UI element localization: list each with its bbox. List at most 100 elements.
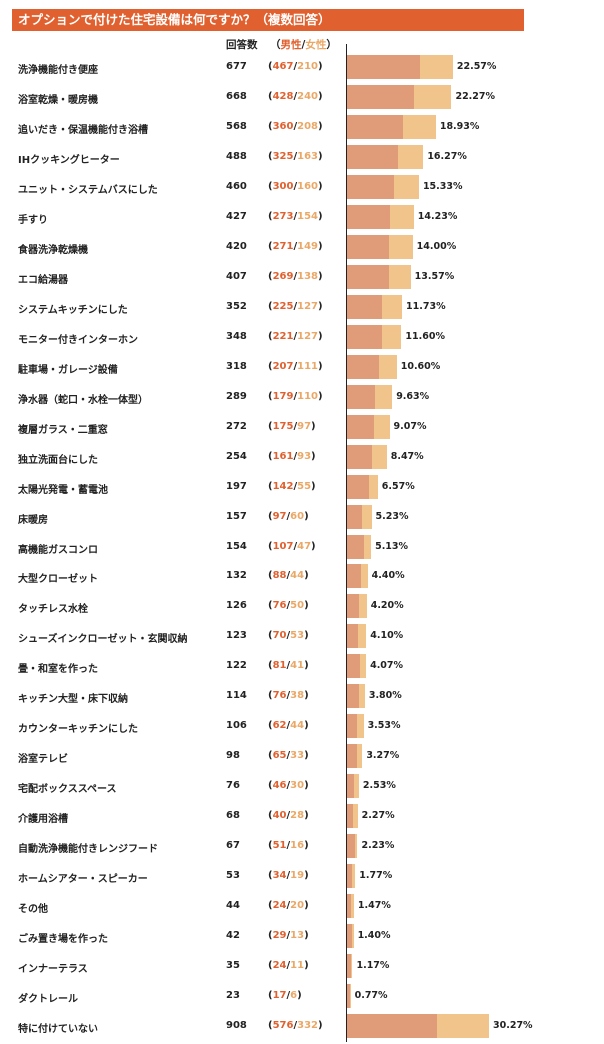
female-legend-label: 女性 xyxy=(305,39,327,51)
split-close-paren: ) xyxy=(304,570,309,582)
percentage-label: 5.13% xyxy=(375,540,409,552)
female-bar xyxy=(389,234,413,259)
gender-breakdown: (576/332) xyxy=(268,1020,323,1031)
split-open-paren: ( xyxy=(268,420,273,432)
total-count: 197 xyxy=(226,480,247,492)
total-count: 420 xyxy=(226,240,247,252)
split-open-paren: ( xyxy=(268,480,273,492)
split-open-paren: ( xyxy=(268,390,273,402)
split-close-paren: ) xyxy=(311,540,316,552)
category-label: 畳・和室を作った xyxy=(18,664,98,676)
split-slash: / xyxy=(286,870,291,882)
total-count: 114 xyxy=(226,690,247,702)
female-count: 13 xyxy=(290,930,305,942)
male-count: 107 xyxy=(272,540,294,552)
total-count: 677 xyxy=(226,61,247,72)
gender-breakdown: (24/11) xyxy=(268,960,309,971)
split-open-paren: ( xyxy=(268,120,273,132)
category-label: 特に付けていない xyxy=(18,1024,98,1036)
split-open-paren: ( xyxy=(268,210,273,222)
split-slash: / xyxy=(286,930,291,942)
split-open-paren: ( xyxy=(268,450,273,462)
male-count: 269 xyxy=(272,270,294,282)
category-label: 太陽光発電・蓄電池 xyxy=(18,484,108,496)
female-bar xyxy=(374,414,390,439)
split-open-paren: ( xyxy=(268,300,273,312)
female-count: 163 xyxy=(297,150,318,162)
male-bar xyxy=(347,804,354,829)
split-slash: / xyxy=(286,810,291,822)
split-slash: / xyxy=(293,360,298,372)
total-count: 908 xyxy=(226,1020,247,1032)
category-label: 介護用浴槽 xyxy=(18,814,68,826)
split-open-paren: ( xyxy=(268,750,273,762)
gender-breakdown: (51/16) xyxy=(268,840,309,851)
total-count: 76 xyxy=(226,780,240,792)
category-label: システムキッチンにした xyxy=(18,304,128,316)
male-count: 467 xyxy=(272,61,294,72)
female-count: 55 xyxy=(297,480,312,492)
male-bar xyxy=(347,324,382,349)
female-bar xyxy=(350,954,353,979)
total-count: 123 xyxy=(226,630,247,642)
split-slash: / xyxy=(286,840,291,852)
gender-breakdown: (88/44) xyxy=(268,570,309,581)
percentage-label: 1.40% xyxy=(357,930,391,942)
split-open-paren: ( xyxy=(268,900,273,912)
female-bar xyxy=(372,444,387,469)
percentage-label: 3.53% xyxy=(367,720,401,732)
split-open-paren: ( xyxy=(268,570,273,582)
split-open-paren: ( xyxy=(268,330,273,342)
split-open-paren: ( xyxy=(268,660,273,672)
split-slash: / xyxy=(293,150,298,162)
split-close-paren: ) xyxy=(304,960,309,972)
split-open-paren: ( xyxy=(268,870,273,882)
split-open-paren: ( xyxy=(268,600,273,612)
male-bar xyxy=(347,624,358,649)
male-count: 34 xyxy=(272,870,287,882)
split-close-paren: ) xyxy=(297,990,302,1002)
split-close-paren: ) xyxy=(317,120,323,132)
category-label: ユニット・システムバスにした xyxy=(18,184,158,196)
split-slash: / xyxy=(293,61,298,72)
percentage-label: 14.00% xyxy=(416,240,457,252)
category-label: 浄水器（蛇口・水栓一体型） xyxy=(18,394,148,406)
split-open-paren: ( xyxy=(268,360,273,372)
total-count: 106 xyxy=(226,720,247,732)
split-close-paren: ) xyxy=(317,210,323,222)
split-close-paren: ) xyxy=(317,180,323,192)
female-bar xyxy=(358,684,365,709)
percentage-label: 1.77% xyxy=(359,870,393,882)
split-slash: / xyxy=(286,750,291,762)
split-close-paren: ) xyxy=(304,780,309,792)
female-count: 50 xyxy=(290,600,305,612)
male-bar xyxy=(347,1014,438,1039)
male-legend-label: 男性 xyxy=(280,39,302,51)
male-count: 46 xyxy=(272,780,287,792)
male-count: 76 xyxy=(272,600,287,612)
split-slash: / xyxy=(286,780,291,792)
total-count: 132 xyxy=(226,570,247,582)
male-bar xyxy=(347,234,390,259)
male-count: 325 xyxy=(272,150,294,162)
female-bar xyxy=(420,55,453,79)
female-bar xyxy=(362,504,372,529)
total-count: 126 xyxy=(226,600,247,612)
category-label: 床暖房 xyxy=(18,514,48,526)
male-bar xyxy=(347,744,358,769)
male-count: 24 xyxy=(272,900,287,912)
total-count: 488 xyxy=(226,150,247,162)
split-open-paren: ( xyxy=(268,840,273,852)
gender-breakdown: (46/30) xyxy=(268,780,309,791)
split-close-paren: ) xyxy=(317,270,323,282)
male-count: 81 xyxy=(272,660,287,672)
split-open-paren: ( xyxy=(268,510,273,522)
percentage-label: 6.57% xyxy=(381,480,415,492)
gender-breakdown: (17/6) xyxy=(268,990,302,1001)
category-label: エコ給湯器 xyxy=(18,274,68,286)
female-count: 38 xyxy=(290,690,305,702)
split-slash: / xyxy=(286,660,291,672)
category-label: モニター付きインターホン xyxy=(18,334,138,346)
percentage-label: 11.60% xyxy=(405,330,445,342)
split-open-paren: ( xyxy=(268,780,273,792)
